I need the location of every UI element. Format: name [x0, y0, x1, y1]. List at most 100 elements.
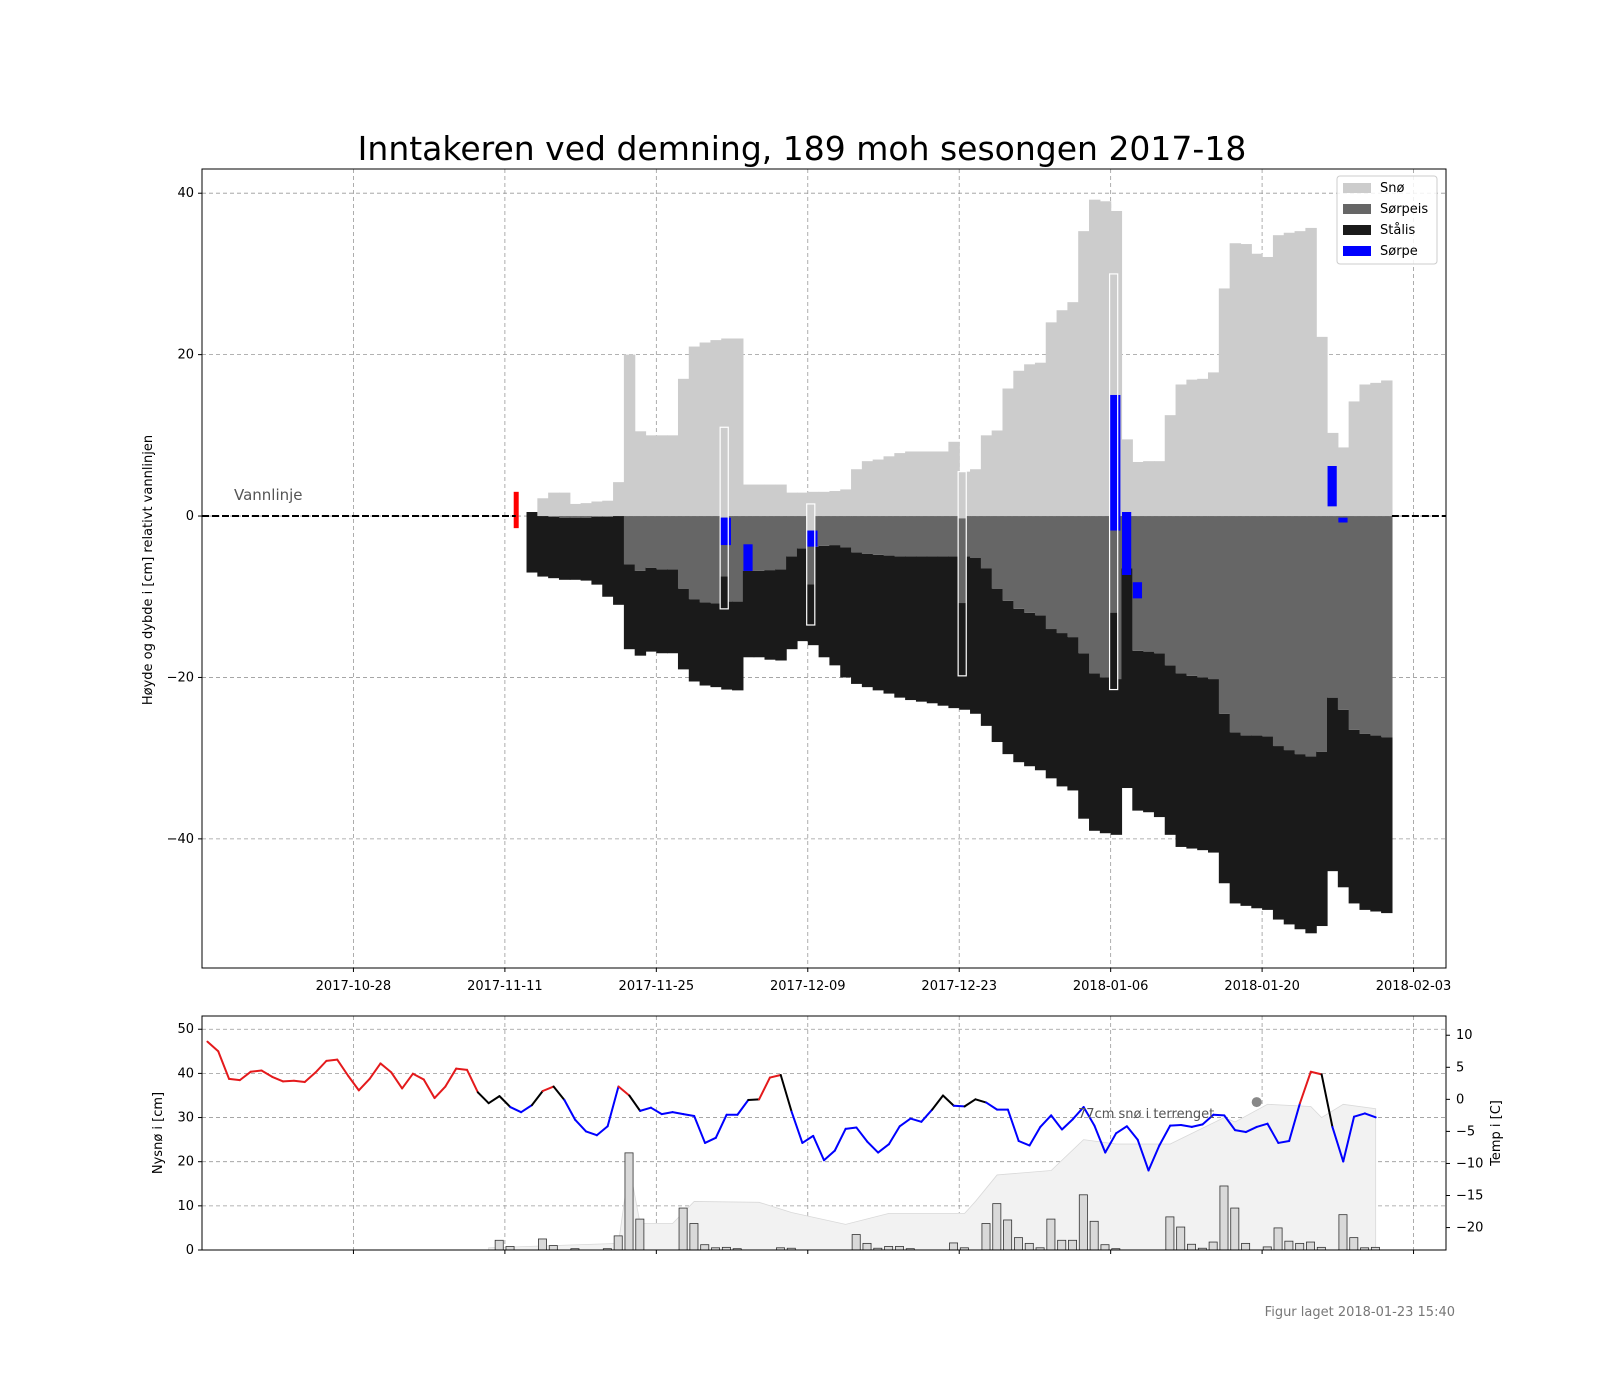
sorpeis-bar	[926, 516, 939, 557]
temperature-segment	[779, 1073, 793, 1113]
temperature-segment	[379, 1062, 393, 1074]
temperature-segment	[292, 1079, 306, 1084]
sno-bar	[851, 469, 863, 517]
sno-bar	[1348, 401, 1361, 517]
sno-bar	[1089, 199, 1101, 517]
stalis-bar	[558, 517, 571, 580]
sno-bar	[840, 489, 852, 517]
bottom-y2-tick-label: 0	[1456, 1092, 1464, 1107]
new-snow-bar	[981, 1223, 991, 1251]
stalis-bar	[1067, 637, 1079, 791]
new-snow-bar	[1349, 1237, 1359, 1251]
sorpeis-bar	[764, 516, 776, 571]
sno-bar	[710, 340, 722, 517]
sno-bar	[1381, 380, 1393, 517]
temperature-segment	[411, 1072, 425, 1081]
stalis-bar	[872, 554, 885, 691]
sorpe-bar	[1132, 582, 1143, 599]
sno-bar	[1164, 415, 1177, 517]
sno-bar	[1121, 439, 1133, 517]
sorpeis-bar	[1262, 516, 1274, 737]
temperature-segment	[314, 1059, 328, 1074]
sno-bar	[656, 435, 668, 517]
sorpe-bar	[1122, 512, 1132, 575]
temperature-segment	[1223, 1114, 1237, 1132]
new-snow-bar	[624, 1152, 634, 1251]
sno-bar	[1034, 362, 1047, 517]
temperature-segment	[1190, 1123, 1204, 1128]
temperature-segment	[303, 1071, 317, 1084]
temperature-segment	[1255, 1122, 1269, 1128]
sorpeis-bar	[970, 516, 982, 559]
sno-bar	[1099, 201, 1112, 517]
stalis-bar	[1197, 677, 1209, 851]
sno-bar	[613, 482, 625, 517]
legend-frame	[1336, 175, 1438, 265]
stalis-bar	[667, 569, 679, 654]
temperature-segment	[855, 1126, 869, 1143]
sno-bar	[569, 503, 582, 517]
temperature-segment	[1288, 1102, 1301, 1143]
sorpeis-bar	[872, 516, 885, 555]
legend-swatch-stalis	[1343, 225, 1371, 235]
temperature-segment	[487, 1095, 501, 1105]
profile-sno	[806, 503, 815, 531]
stalis-bar	[1153, 653, 1166, 818]
new-snow-bar	[678, 1207, 688, 1251]
sorpe-bar	[743, 544, 753, 571]
sno-bar	[980, 435, 993, 517]
temperature-segment	[898, 1117, 912, 1128]
stalis-bar	[645, 567, 657, 652]
temperature-segment	[1234, 1129, 1247, 1134]
temperature-segment	[768, 1073, 782, 1079]
new-snow-bar	[700, 1244, 710, 1251]
sno-bar	[883, 456, 895, 517]
stalis-bar	[980, 568, 993, 726]
stalis-bar	[634, 570, 647, 656]
sorpeis-bar	[1316, 516, 1328, 752]
sorpeis-bar	[1272, 516, 1285, 747]
ice-layer-columns	[513, 199, 1393, 934]
temperature-segment	[249, 1069, 263, 1073]
temperature-segment	[812, 1134, 825, 1162]
stalis-bar	[1229, 732, 1242, 904]
bottom-y-tick-label: 50	[177, 1022, 194, 1037]
sorpeis-bar	[1229, 516, 1242, 733]
sorpeis-bar	[948, 516, 960, 557]
sorpeis-bar	[1337, 516, 1350, 710]
temperature-segment	[704, 1136, 717, 1144]
new-snow-bar	[1284, 1240, 1294, 1251]
temperature-line	[206, 1040, 1377, 1172]
temperature-segment	[336, 1058, 350, 1077]
sno-bar	[558, 492, 571, 517]
temperature-segment	[325, 1058, 339, 1062]
temperature-segment	[585, 1130, 598, 1137]
profile-outline	[957, 471, 967, 677]
top-x-tick-label: 2017-11-11	[467, 979, 543, 994]
sorpeis-bar	[1153, 516, 1166, 654]
temperature-segment	[790, 1110, 804, 1144]
bottom-y-tick-label: 0	[186, 1243, 194, 1258]
top-y-tick-label: −20	[167, 670, 194, 685]
temperature-segment	[1353, 1112, 1366, 1118]
sorpeis-bar	[1381, 516, 1393, 738]
stalis-bar	[602, 516, 614, 597]
bottom-y2-tick-label: 10	[1456, 1028, 1473, 1043]
stalis-bar	[775, 569, 787, 661]
temperature-segment	[520, 1104, 533, 1114]
new-snow-bar	[894, 1246, 904, 1251]
sorpeis-bar	[602, 516, 614, 517]
temperature-segment	[1320, 1073, 1334, 1128]
top-x-tick-label: 2017-11-25	[619, 979, 695, 994]
top-y-axis-label: Høyde og dybde i [cm] relativt vannlinje…	[141, 435, 156, 705]
sorpeis-bar	[1143, 516, 1155, 652]
sorpeis-bar	[883, 516, 895, 556]
bottom-y-axis-label: Nysnø i [cm]	[151, 1092, 166, 1174]
new-snow-bar	[1078, 1194, 1088, 1251]
sorpeis-bar	[775, 516, 787, 570]
sno-bar	[1316, 336, 1328, 517]
sorpeis-bar	[569, 516, 582, 518]
top-axes: 2017-10-28 2017-11-11 2017-11-25 2017-12-09…	[167, 168, 1451, 994]
temperature-segment	[1277, 1140, 1291, 1144]
new-snow-bar	[1187, 1243, 1196, 1251]
